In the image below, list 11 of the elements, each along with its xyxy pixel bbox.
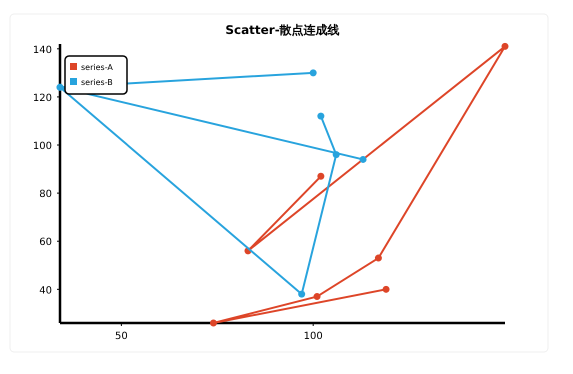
y-tick: 100: [32, 141, 52, 152]
y-tick: 120: [32, 92, 52, 104]
title: Scatter-散点连成线: [225, 23, 340, 37]
x-tick: 100: [304, 331, 323, 342]
legend-label: series-A: [81, 63, 114, 72]
legend-label: series-B: [81, 78, 113, 87]
x-tick: 50: [115, 331, 128, 342]
y-tick: 80: [39, 189, 52, 200]
y-tick: 140: [32, 44, 52, 56]
y-tick: 60: [39, 237, 52, 248]
y-tick: 40: [39, 285, 52, 296]
